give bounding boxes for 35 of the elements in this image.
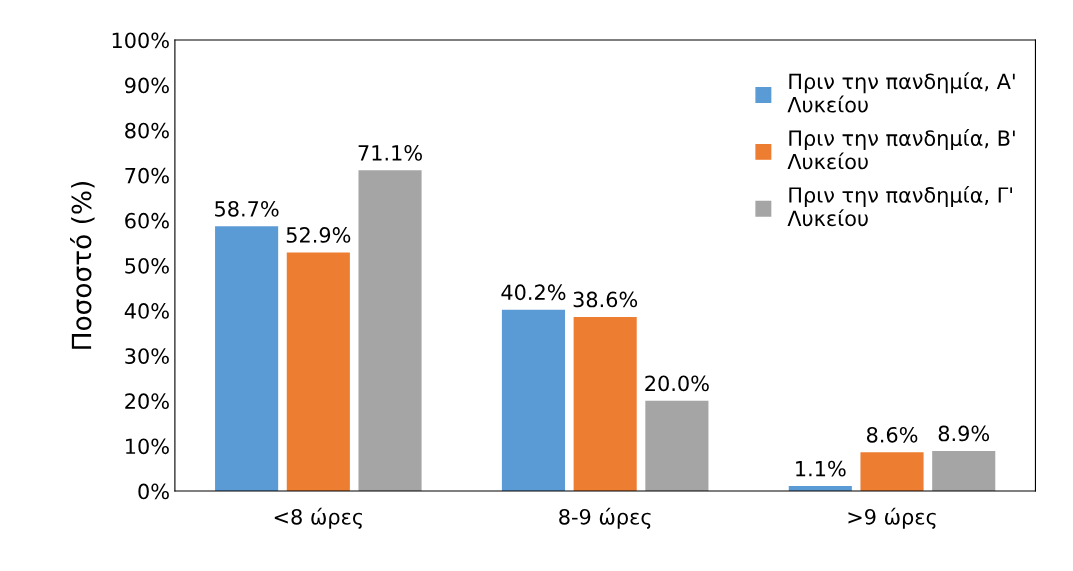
bar [215, 226, 279, 492]
data-label: 71.1% [358, 144, 422, 161]
y-tick-label: 80% [125, 122, 169, 139]
legend-label: Πριν την πανδημία, Α' Λυκείου [787, 72, 1015, 113]
data-label: 38.6% [573, 291, 638, 308]
data-label: 20.0% [645, 375, 709, 392]
y-tick-label: 100% [112, 32, 169, 49]
data-label: 40.2% [501, 284, 566, 301]
bar [286, 252, 350, 492]
bar [860, 452, 924, 492]
data-label: 52.9% [286, 227, 351, 243]
y-tick-label: 0% [138, 483, 169, 500]
bar [358, 170, 422, 492]
data-label: 1.1% [796, 460, 846, 477]
y-tick-label: 70% [125, 167, 169, 184]
y-tick-label: 30% [125, 348, 169, 364]
data-label: 58.7% [215, 200, 279, 217]
x-tick-label: >9 ώρες [848, 507, 936, 529]
x-tick-label: <8 ώρες [274, 507, 362, 529]
y-axis-title: Ποσοστό (%) [69, 181, 95, 349]
bar [573, 316, 637, 492]
y-tick-label: 40% [124, 303, 169, 319]
legend-label: Πριν την πανδημία, Γ' Λυκείου [787, 185, 1013, 227]
x-tick-label: 8-9 ώρες [559, 507, 651, 529]
bar [501, 309, 566, 492]
y-tick-label: 50% [125, 257, 169, 274]
y-tick-label: 60% [125, 212, 169, 229]
bar [645, 400, 709, 492]
y-tick-label: 20% [125, 393, 169, 410]
y-tick-label: 90% [125, 77, 169, 94]
data-label: 8.6% [866, 426, 918, 443]
y-tick-label: 10% [126, 438, 169, 455]
legend-label: Πριν την πανδημία, Β' Λυκείου [787, 129, 1015, 170]
data-label: 8.9% [938, 425, 990, 442]
bar [932, 450, 996, 492]
